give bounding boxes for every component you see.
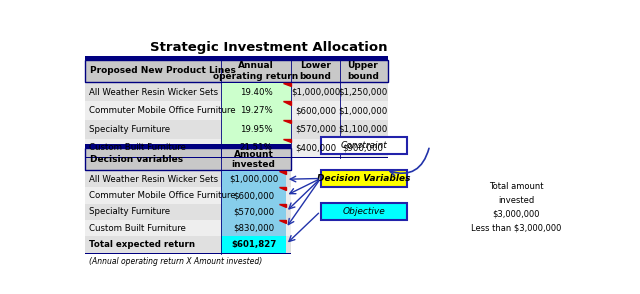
Bar <box>221 187 286 204</box>
Polygon shape <box>284 101 291 105</box>
Bar <box>321 137 407 154</box>
Text: $900,000: $900,000 <box>342 143 383 152</box>
Text: $1,000,000: $1,000,000 <box>291 88 340 97</box>
Bar <box>321 203 407 220</box>
Text: Lower
bound: Lower bound <box>300 61 332 81</box>
Text: 19.40%: 19.40% <box>240 88 273 97</box>
Text: Objective: Objective <box>342 207 385 216</box>
Text: Custom Built Furniture: Custom Built Furniture <box>89 143 186 152</box>
Text: Commuter Mobile Office Furniture: Commuter Mobile Office Furniture <box>89 106 236 115</box>
Text: Upper
bound: Upper bound <box>347 61 379 81</box>
Bar <box>85 187 291 204</box>
Text: $1,100,000: $1,100,000 <box>338 125 387 134</box>
Text: $3,000,000: $3,000,000 <box>493 210 540 219</box>
Text: $400,000: $400,000 <box>295 143 336 152</box>
Text: All Weather Resin Wicker Sets: All Weather Resin Wicker Sets <box>89 88 218 97</box>
Bar <box>85 144 291 148</box>
Bar <box>221 204 286 220</box>
Text: Total expected return: Total expected return <box>89 240 195 249</box>
Text: $1,000,000: $1,000,000 <box>338 106 387 115</box>
Bar <box>221 83 291 101</box>
Text: $570,000: $570,000 <box>295 125 336 134</box>
Text: Specialty Furniture: Specialty Furniture <box>89 207 170 216</box>
Bar <box>221 171 286 187</box>
Text: Constraint: Constraint <box>340 141 387 150</box>
Text: Proposed New Product Lines: Proposed New Product Lines <box>90 66 236 76</box>
Text: $1,250,000: $1,250,000 <box>338 88 387 97</box>
Text: Amount
invested: Amount invested <box>232 150 276 169</box>
Bar <box>221 138 291 157</box>
Text: Custom Built Furniture: Custom Built Furniture <box>89 224 186 233</box>
Text: Specialty Furniture: Specialty Furniture <box>89 125 170 134</box>
Text: (Annual operating return X Amount invested): (Annual operating return X Amount invest… <box>89 257 262 266</box>
Polygon shape <box>284 120 291 123</box>
Text: Less than $3,000,000: Less than $3,000,000 <box>471 224 562 233</box>
Bar <box>221 101 291 120</box>
Text: Strategic Investment Allocation: Strategic Investment Allocation <box>150 41 387 54</box>
Text: $570,000: $570,000 <box>233 207 274 216</box>
Text: 19.95%: 19.95% <box>240 125 273 134</box>
Bar <box>85 120 388 138</box>
Bar <box>221 236 286 253</box>
Polygon shape <box>280 204 286 207</box>
Text: $600,000: $600,000 <box>295 106 336 115</box>
Polygon shape <box>280 220 286 223</box>
Polygon shape <box>280 171 286 174</box>
Bar <box>85 171 291 187</box>
Text: $830,000: $830,000 <box>233 224 274 233</box>
Bar <box>221 120 291 138</box>
Polygon shape <box>284 83 291 86</box>
Text: 21.51%: 21.51% <box>239 143 273 152</box>
Text: Annual
operating return: Annual operating return <box>214 61 299 81</box>
Bar <box>85 236 291 253</box>
Text: $1,000,000: $1,000,000 <box>229 175 278 184</box>
Bar <box>85 253 291 254</box>
Bar <box>221 220 286 236</box>
Bar <box>85 138 388 157</box>
Polygon shape <box>284 138 291 142</box>
Polygon shape <box>280 187 286 190</box>
Text: $601,827: $601,827 <box>231 240 276 249</box>
Text: 19.27%: 19.27% <box>240 106 273 115</box>
Bar <box>85 60 388 82</box>
Bar <box>85 170 291 171</box>
Bar <box>85 148 291 170</box>
Bar <box>85 220 291 236</box>
Text: Decision Variables: Decision Variables <box>317 174 411 183</box>
Text: Commuter Mobile Office Furniture: Commuter Mobile Office Furniture <box>89 191 236 200</box>
Bar <box>85 82 388 83</box>
Bar <box>321 170 407 187</box>
Text: Total amount: Total amount <box>489 182 544 191</box>
Text: Decision variables: Decision variables <box>90 155 183 164</box>
Bar <box>85 157 388 158</box>
Bar <box>85 56 388 60</box>
Text: $600,000: $600,000 <box>233 191 274 200</box>
Bar <box>85 204 291 220</box>
Bar <box>85 101 388 120</box>
Text: invested: invested <box>499 196 534 205</box>
Bar <box>85 83 388 101</box>
Text: All Weather Resin Wicker Sets: All Weather Resin Wicker Sets <box>89 175 218 184</box>
